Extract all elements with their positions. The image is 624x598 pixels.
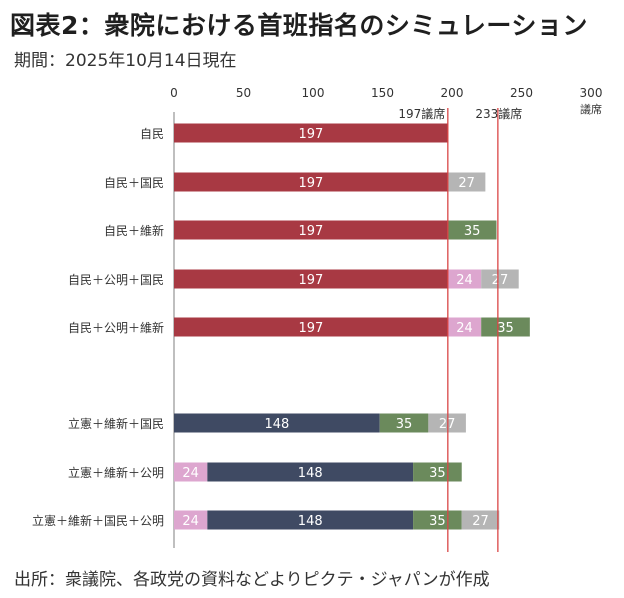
data-label: 148: [298, 514, 323, 529]
x-tick-label: 50: [236, 86, 251, 100]
bar-segment-jimin: [174, 123, 448, 143]
data-label: 35: [429, 514, 446, 529]
category-label: 自民＋国民: [104, 176, 164, 190]
data-label: 24: [456, 321, 473, 336]
data-label: 24: [182, 514, 199, 529]
threshold-label: 197議席: [398, 106, 445, 121]
data-label: 27: [472, 514, 489, 529]
data-label: 27: [439, 417, 456, 432]
category-label: 自民＋公明＋国民: [68, 273, 164, 287]
data-label: 35: [396, 417, 413, 432]
bar-segment-komei: [447, 317, 482, 337]
data-label: 197: [299, 127, 324, 142]
bar-segment-komei: [174, 462, 208, 482]
data-label: 197: [299, 224, 324, 239]
data-label: 24: [182, 466, 199, 481]
bar-segment-rikken: [207, 510, 414, 530]
data-label: 27: [492, 273, 509, 288]
x-tick-label: 200: [441, 86, 464, 100]
source-note: 出所：衆議院、各政党の資料などよりピクテ・ジャパンが作成: [14, 570, 490, 590]
data-label: 24: [456, 273, 473, 288]
bar-segment-jimin: [174, 317, 448, 337]
threshold-label: 233議席: [475, 106, 522, 121]
bar-segment-jimin: [174, 220, 448, 240]
bar-segment-ishin: [481, 317, 530, 337]
bar-segment-jimin: [174, 172, 448, 192]
x-tick-label: 150: [371, 86, 394, 100]
bar-segment-komei: [174, 510, 208, 530]
data-label: 148: [298, 466, 323, 481]
x-tick-label: 300: [580, 86, 603, 100]
bar-segment-jimin: [174, 269, 448, 289]
data-label: 27: [458, 176, 475, 191]
bar-segment-komei: [447, 269, 482, 289]
category-label: 自民: [140, 127, 164, 141]
category-label: 立憲＋維新＋公明: [68, 465, 164, 480]
x-tick-label: 250: [510, 86, 533, 100]
data-label: 148: [264, 417, 289, 432]
bar-segment-rikken: [174, 413, 380, 433]
data-label: 197: [299, 321, 324, 336]
bar-segment-ishin: [379, 413, 429, 433]
category-label: 立憲＋維新＋国民: [68, 416, 164, 431]
bar-segment-rikken: [207, 462, 414, 482]
bar-segment-ishin: [413, 510, 462, 530]
category-label: 自民＋公明＋維新: [68, 320, 164, 335]
chart-title: 図表2：衆院における首班指名のシミュレーション: [10, 11, 588, 40]
bar-segment-kokumin: [461, 510, 500, 530]
category-label: 立憲＋維新＋国民＋公明: [32, 513, 164, 528]
data-label: 35: [497, 321, 514, 336]
chart-subtitle: 期間：2025年10月14日現在: [14, 51, 237, 71]
category-label: 自民＋維新: [104, 223, 164, 238]
data-label: 35: [429, 466, 446, 481]
bar-segment-kokumin: [447, 172, 486, 192]
bar-segment-ishin: [447, 220, 497, 240]
bar-segment-kokumin: [481, 269, 519, 289]
x-unit-label: 議席: [580, 102, 602, 116]
x-tick-label: 100: [302, 86, 325, 100]
data-label: 197: [299, 273, 324, 288]
data-label: 197: [299, 176, 324, 191]
bar-segment-kokumin: [428, 413, 466, 433]
x-tick-label: 0: [170, 86, 178, 100]
data-label: 35: [464, 224, 481, 239]
bar-segment-ishin: [413, 462, 462, 482]
